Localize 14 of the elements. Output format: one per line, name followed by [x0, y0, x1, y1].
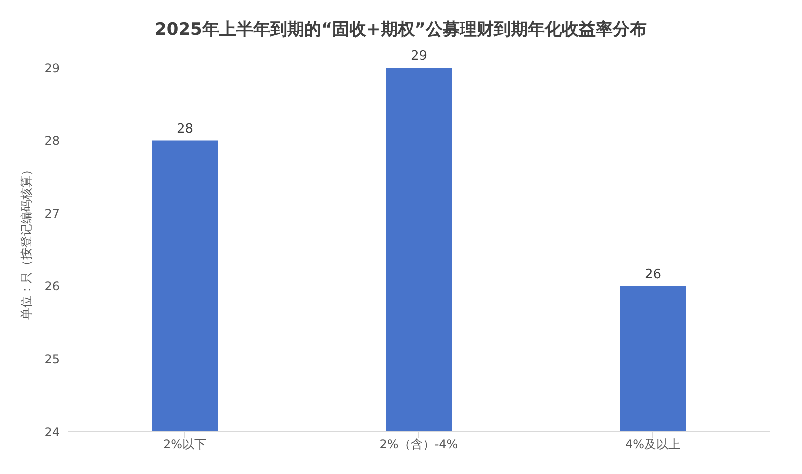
y-tick-label: 28: [44, 134, 60, 148]
data-label: 29: [410, 49, 428, 64]
y-axis-title: 单位：只（按登记编码核算）: [19, 164, 34, 320]
x-tick-label: 4%及以上: [625, 438, 681, 452]
data-label: 26: [644, 267, 662, 282]
x-tick-label: 2%（含）-4%: [380, 438, 458, 452]
chart-title: 2025年上半年到期的“固收+期权”公募理财到期年化收益率分布: [154, 19, 648, 42]
x-tick-label: 2%以下: [163, 438, 207, 452]
y-tick-label: 29: [44, 61, 60, 76]
y-tick-label: 24: [44, 425, 60, 440]
y-tick-label: 27: [44, 206, 60, 221]
data-label: 28: [176, 122, 194, 137]
y-tick-label: 26: [44, 280, 60, 294]
y-tick-label: 25: [44, 352, 60, 366]
